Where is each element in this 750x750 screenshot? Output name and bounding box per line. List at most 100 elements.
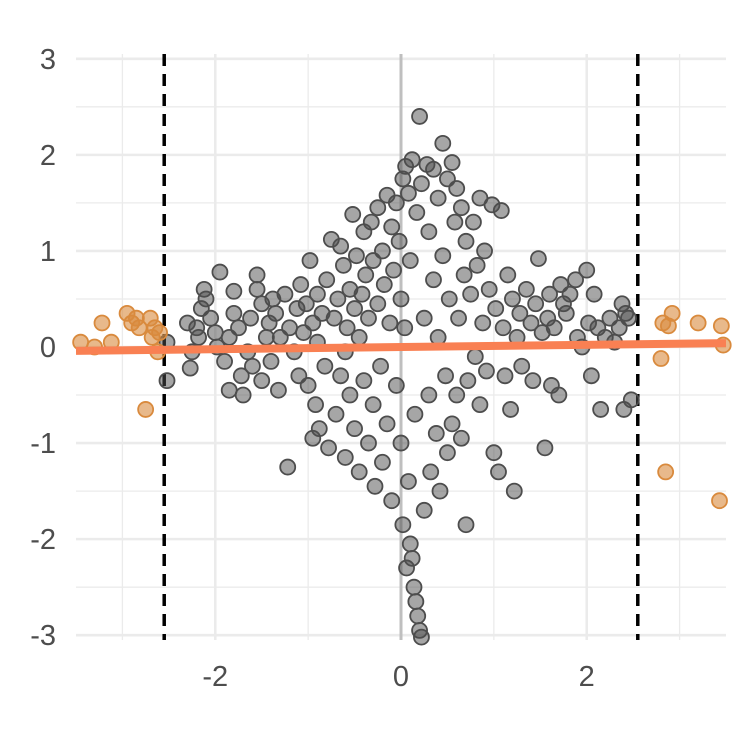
data-point [253, 372, 271, 390]
data-point [502, 401, 519, 418]
data-point [369, 199, 387, 217]
outlier-point [657, 463, 675, 481]
data-point [350, 328, 368, 346]
data-point [346, 300, 363, 317]
data-point [220, 381, 238, 399]
data-point [281, 319, 298, 337]
data-point [242, 309, 259, 327]
outlier-point [663, 304, 681, 322]
fit-line [75, 339, 727, 355]
data-point [505, 482, 523, 500]
data-point [357, 266, 375, 284]
data-point [216, 353, 233, 370]
data-point [369, 295, 387, 313]
data-point [301, 252, 319, 269]
data-point [392, 434, 410, 452]
data-point [524, 372, 542, 390]
data-point [364, 396, 382, 414]
x-tick-label: -2 [202, 661, 228, 693]
data-point [310, 420, 328, 438]
data-point [346, 420, 363, 438]
data-point [387, 377, 405, 394]
data-point [318, 271, 336, 289]
data-point [437, 367, 454, 385]
outlier-point [652, 350, 670, 367]
data-point [425, 271, 442, 289]
data-point [248, 266, 266, 284]
x-tick-label: 2 [579, 661, 595, 693]
data-point [338, 319, 356, 337]
data-point [413, 628, 430, 646]
data-point [425, 160, 442, 178]
data-point [344, 206, 362, 223]
data-point [448, 386, 466, 404]
data-point [415, 501, 433, 519]
data-point [348, 247, 365, 265]
data-point [232, 367, 250, 385]
data-point [550, 386, 568, 404]
data-point [341, 386, 359, 404]
data-point [578, 261, 596, 279]
data-point [468, 256, 486, 274]
data-point [202, 309, 220, 327]
data-point [279, 458, 297, 476]
data-point [511, 304, 529, 322]
data-point [490, 463, 507, 481]
data-point [567, 271, 584, 289]
data-point [390, 232, 408, 250]
data-point [504, 290, 521, 308]
data-point [405, 578, 423, 596]
data-point [262, 353, 280, 370]
data-point [360, 434, 377, 452]
data-point [439, 444, 456, 462]
data-point [474, 314, 492, 332]
data-point [466, 348, 484, 366]
data-point [536, 439, 554, 457]
data-point [471, 396, 489, 414]
outlier-point [93, 314, 111, 332]
data-point [385, 261, 402, 279]
data-point [403, 549, 421, 567]
data-point [496, 367, 514, 385]
data-point [485, 444, 503, 462]
data-point [387, 194, 405, 212]
data-point [443, 154, 461, 171]
y-tick-label: -3 [30, 620, 56, 652]
data-point [462, 285, 480, 303]
data-point [309, 285, 326, 303]
data-point [443, 415, 461, 433]
y-tick-label: 2 [40, 140, 56, 172]
data-point [267, 304, 285, 322]
data-point [411, 108, 428, 125]
data-point [400, 473, 417, 490]
data-point [434, 134, 452, 152]
data-point [494, 319, 512, 337]
data-point [465, 213, 482, 231]
y-tick-label: 1 [40, 236, 56, 268]
cutoff-lines [162, 54, 640, 640]
data-point [420, 386, 438, 404]
inlier-points [158, 108, 640, 646]
data-point [257, 328, 275, 346]
data-point [452, 429, 470, 447]
data-point [406, 405, 424, 423]
data-point [408, 204, 426, 221]
data-point [225, 304, 243, 322]
data-point [545, 319, 563, 337]
data-point [181, 359, 199, 377]
data-point [206, 324, 224, 341]
data-point [350, 463, 368, 481]
data-point [530, 250, 547, 268]
data-point [446, 213, 464, 231]
data-point [557, 304, 575, 322]
data-point [332, 237, 350, 255]
data-point [378, 415, 396, 433]
data-point [452, 199, 470, 217]
data-point [427, 425, 445, 442]
data-point [392, 290, 410, 308]
data-point [383, 218, 401, 236]
data-point [403, 151, 421, 169]
data-point [353, 285, 371, 303]
data-point [492, 202, 510, 219]
